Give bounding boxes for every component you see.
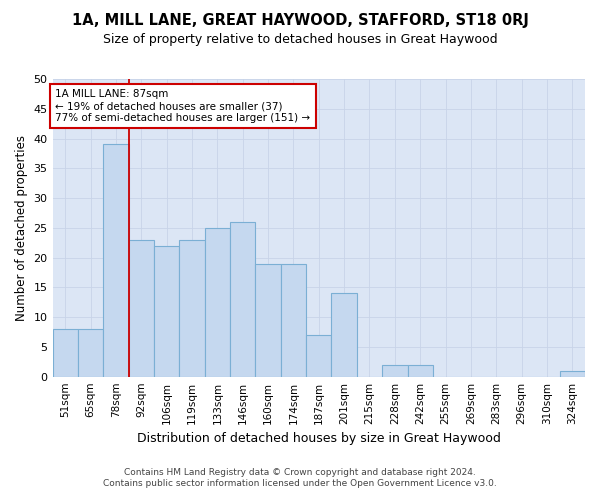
Text: Size of property relative to detached houses in Great Haywood: Size of property relative to detached ho… [103, 32, 497, 46]
Y-axis label: Number of detached properties: Number of detached properties [15, 135, 28, 321]
Bar [103, 144, 128, 376]
Bar [154, 246, 179, 376]
Bar [407, 365, 433, 376]
Bar [128, 240, 154, 376]
Bar [256, 264, 281, 376]
Bar [331, 294, 357, 376]
Bar [179, 240, 205, 376]
Bar [281, 264, 306, 376]
Bar [205, 228, 230, 376]
Bar [382, 365, 407, 376]
Bar [306, 335, 331, 376]
X-axis label: Distribution of detached houses by size in Great Haywood: Distribution of detached houses by size … [137, 432, 501, 445]
Bar [53, 329, 78, 376]
Text: Contains HM Land Registry data © Crown copyright and database right 2024.
Contai: Contains HM Land Registry data © Crown c… [103, 468, 497, 487]
Bar [560, 370, 585, 376]
Text: 1A, MILL LANE, GREAT HAYWOOD, STAFFORD, ST18 0RJ: 1A, MILL LANE, GREAT HAYWOOD, STAFFORD, … [71, 12, 529, 28]
Text: 1A MILL LANE: 87sqm
← 19% of detached houses are smaller (37)
77% of semi-detach: 1A MILL LANE: 87sqm ← 19% of detached ho… [55, 90, 310, 122]
Bar [78, 329, 103, 376]
Bar [230, 222, 256, 376]
